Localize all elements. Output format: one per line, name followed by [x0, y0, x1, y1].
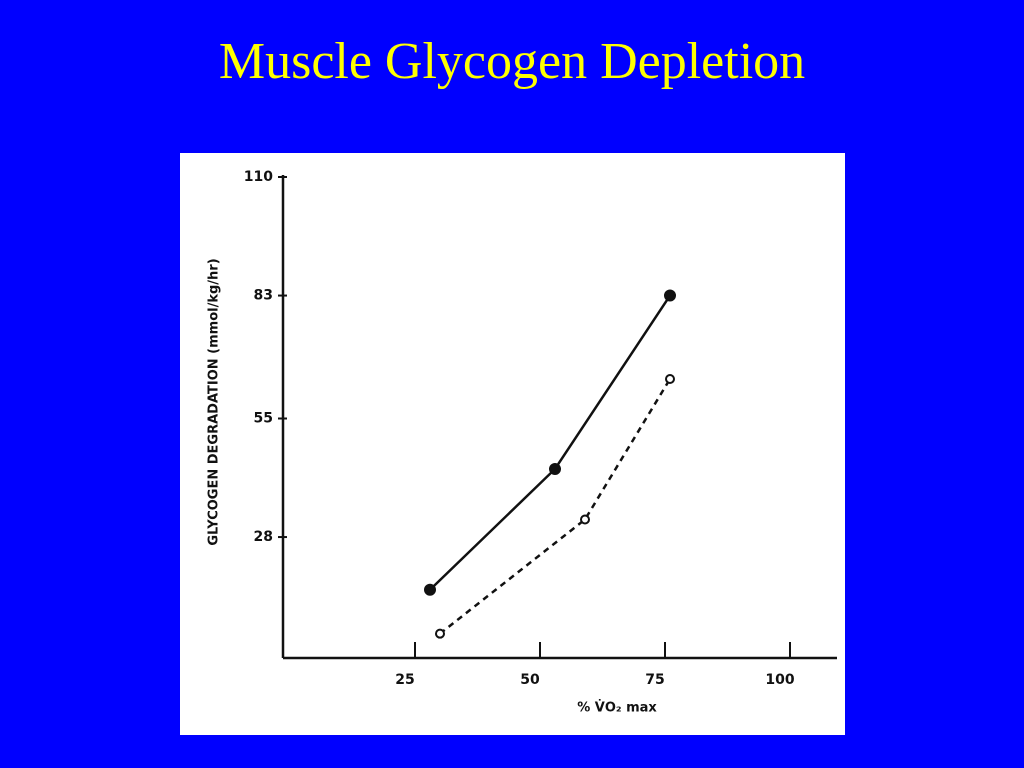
chart-panel: [180, 153, 845, 735]
data-point: [580, 514, 590, 525]
x-tick-label: 75: [645, 672, 664, 688]
x-tick-label: 25: [395, 672, 414, 688]
data-point: [424, 583, 436, 596]
data-point: [435, 628, 445, 639]
y-axis-label: GLYCOGEN DEGRADATION (mmol/kg/hr): [207, 258, 222, 545]
y-tick-label: 28: [254, 529, 273, 545]
slide-title: Muscle Glycogen Depletion: [219, 33, 805, 90]
data-point: [665, 373, 675, 384]
y-tick-label: 83: [254, 288, 273, 304]
data-point: [549, 462, 561, 475]
x-axis-label: % V̇O₂ max: [577, 700, 657, 715]
x-tick-label: 50: [520, 672, 540, 688]
y-tick-label: 110: [244, 169, 273, 185]
data-point: [664, 289, 676, 302]
x-tick-label: 100: [765, 672, 794, 688]
y-tick-label: 55: [254, 411, 273, 427]
